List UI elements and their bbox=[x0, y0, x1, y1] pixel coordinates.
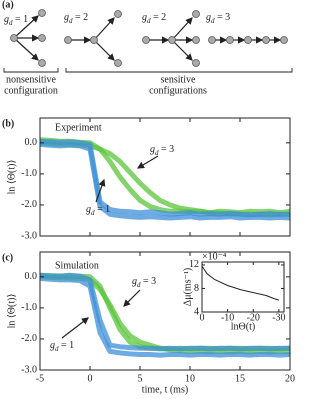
y-axis-label: Δμ(ms⁻¹) bbox=[182, 268, 193, 306]
x-tick-label: 5 bbox=[138, 373, 143, 384]
figure: (a)gd = 1 gd = 2 gd = 2 gd = 3nonsensitivec… bbox=[0, 0, 297, 399]
y-tick-label: 12 bbox=[189, 259, 199, 270]
label-sub: d bbox=[69, 17, 73, 25]
annotation: gd = 3 bbox=[150, 144, 174, 156]
y-tick-label: -1.0 bbox=[21, 168, 37, 179]
data-line bbox=[40, 272, 290, 352]
label-sub: d bbox=[147, 17, 151, 25]
y-tick-label: 0.0 bbox=[25, 137, 38, 148]
label-text: = 1 bbox=[95, 204, 111, 215]
label-text: = 3 bbox=[159, 144, 175, 155]
group-label: configuration bbox=[4, 85, 58, 96]
label-base: g bbox=[206, 12, 211, 23]
group-label: sensitive bbox=[161, 74, 197, 85]
y-tick-label: 8 bbox=[194, 283, 199, 294]
label-text: = 1 bbox=[59, 340, 75, 351]
label-text: = 3 bbox=[215, 12, 231, 23]
label-base: g bbox=[86, 204, 91, 215]
x-tick-label: 10 bbox=[185, 373, 195, 384]
graph-label: gd = 3 bbox=[206, 12, 230, 24]
data-line bbox=[40, 275, 290, 358]
y-tick-label: 4 bbox=[194, 306, 199, 317]
x-tick-label: -5 bbox=[36, 373, 44, 384]
x-tick-label: -20 bbox=[247, 312, 260, 323]
x-tick-label: 20 bbox=[285, 373, 295, 384]
group-label: nonsensitive bbox=[6, 74, 57, 85]
graph-label: gd = 1 bbox=[4, 14, 28, 26]
x-tick-label: 0 bbox=[88, 373, 93, 384]
group-label: configurations bbox=[149, 85, 207, 96]
plot-frame bbox=[39, 117, 291, 237]
y-tick-label: 0.0 bbox=[25, 271, 38, 282]
annotation-arrow bbox=[61, 317, 89, 339]
plot-frame bbox=[201, 261, 285, 313]
data-line bbox=[40, 141, 290, 221]
data-line bbox=[202, 265, 280, 301]
annotation-arrow bbox=[136, 155, 159, 169]
label-text: = 2 bbox=[73, 12, 89, 23]
background bbox=[0, 0, 297, 399]
label-sub: d bbox=[9, 19, 13, 27]
panel-label: (c) bbox=[2, 252, 13, 263]
y-tick-label: -2.0 bbox=[21, 333, 37, 344]
y-tick-label: -2.0 bbox=[21, 199, 37, 210]
annotation: gd = 3 bbox=[132, 276, 156, 288]
graph-label: gd = 2 bbox=[142, 12, 166, 24]
annotation: gd = 1 bbox=[86, 204, 110, 216]
annotation-arrow bbox=[123, 289, 141, 307]
x-axis-label: lnΘ(t) bbox=[231, 321, 255, 332]
label-sub: d bbox=[137, 281, 141, 289]
diagram bbox=[3, 9, 293, 73]
label-sub: d bbox=[91, 209, 95, 217]
axis-multiplier: ×10⁻⁴ bbox=[202, 251, 227, 262]
label-sub: d bbox=[155, 149, 159, 157]
y-tick-label: -3.0 bbox=[21, 364, 37, 375]
label-base: g bbox=[142, 12, 147, 23]
panel-title: Simulation bbox=[55, 260, 99, 271]
y-axis-label: ln ⟨Θ(t)⟩ bbox=[6, 160, 17, 195]
y-tick-label: -3.0 bbox=[21, 230, 37, 241]
label-base: g bbox=[132, 276, 137, 287]
label-text: = 2 bbox=[151, 12, 167, 23]
label-text: = 1 bbox=[13, 14, 29, 25]
label-sub: d bbox=[55, 345, 59, 353]
x-tick-label: -30 bbox=[272, 312, 285, 323]
label-sub: d bbox=[211, 17, 215, 25]
data-line bbox=[40, 138, 290, 218]
inset-background bbox=[202, 262, 284, 312]
label-base: g bbox=[150, 144, 155, 155]
panel-title: Experiment bbox=[55, 122, 102, 133]
panel-label: (b) bbox=[2, 118, 14, 129]
annotation: gd = 1 bbox=[50, 340, 74, 352]
y-tick-label: -1.0 bbox=[21, 302, 37, 313]
plot-frame bbox=[39, 251, 291, 371]
x-tick-label: -10 bbox=[221, 312, 234, 323]
graph-label: gd = 2 bbox=[64, 12, 88, 24]
label-base: g bbox=[50, 340, 55, 351]
label-text: = 3 bbox=[141, 276, 157, 287]
label-base: g bbox=[4, 14, 9, 25]
x-tick-label: 0 bbox=[200, 312, 205, 323]
annotation-arrow bbox=[95, 178, 106, 203]
label-base: g bbox=[64, 12, 69, 23]
x-axis-label: time, t (ms) bbox=[142, 384, 188, 395]
x-tick-label: 15 bbox=[235, 373, 245, 384]
y-axis-label: ln ⟨Θ(t)⟩ bbox=[6, 294, 17, 329]
panel-label: (a) bbox=[2, 0, 14, 10]
